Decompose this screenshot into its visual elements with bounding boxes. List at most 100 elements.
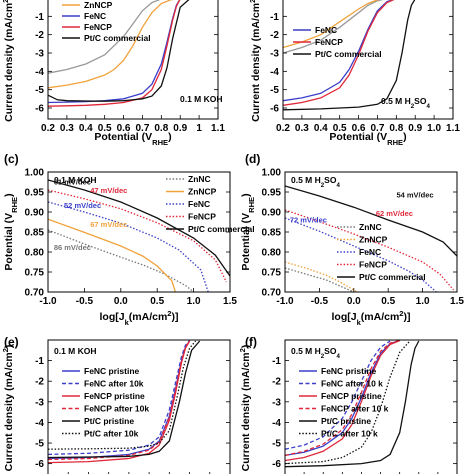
legend-entry: FeNC pristine (84, 366, 140, 376)
legend-entry: ZnNCP (359, 235, 388, 245)
electrolyte-label-part: SO (324, 175, 337, 185)
x-tick-label: 0.8 (154, 123, 168, 134)
legend-entry: FeNC after 10k (84, 379, 144, 389)
chart-panel-5: -6 -5 -4 -3 -2 -1 Current density (mA/cm2)(e) 0… (1, 335, 231, 474)
x-tick-label: 1.1 (211, 123, 225, 134)
electrolyte-label: 0.1 M KOH (180, 94, 223, 104)
series-line-4 (48, 189, 227, 283)
electrolyte-label-part: 4 (336, 353, 340, 360)
legend-entry: FeNCP after 10k (84, 404, 149, 414)
y-axis-label: Current density (mA/cm2) (1, 345, 16, 472)
x-tick-label: 0.0 (347, 296, 361, 307)
legend-entry: ZnNCP (84, 0, 113, 10)
slope-annotation: 62 mV/dec (376, 209, 413, 218)
electrolyte-label-part: SO (324, 346, 337, 356)
y-axis-label-part: Current density (mA/cm (3, 3, 15, 122)
slope-annotation: 86 mV/dec (54, 243, 91, 252)
x-tick-label: -1.0 (39, 296, 57, 307)
slope-annotation: 54 mV/dec (396, 191, 433, 200)
y-tick-label: -1 (270, 12, 279, 23)
y-axis-label-part: ) (240, 345, 252, 349)
x-tick-label: 0.9 (408, 123, 422, 134)
y-tick-label: -5 (35, 439, 44, 450)
legend-entry: FeNCP pristine (321, 391, 382, 401)
x-axis-label-part: Potential (V (329, 131, 387, 143)
x-tick-label: 1 (196, 123, 202, 134)
y-tick-label: -3 (270, 49, 279, 60)
series-line-1 (48, 229, 195, 292)
y-axis-label: Current density (mA/cm2) (248, 0, 263, 122)
series-group (48, 0, 190, 107)
series-line-5 (48, 179, 230, 277)
legend-entry: FeNC pristine (321, 366, 377, 376)
legend-entry: FeNC after 10 k (321, 379, 383, 389)
y-axis-label-part: 2 (1, 348, 10, 352)
legend-entry: Pt/C commercial (315, 49, 382, 59)
x-tick-label: 0.8 (389, 123, 403, 134)
slope-annotation: 72 mV/dec (290, 215, 327, 224)
y-tick-label: -2 (35, 377, 44, 388)
legend-entry: FeNCP pristine (84, 391, 145, 401)
x-axis-label-part: ) (168, 131, 172, 143)
electrolyte-label-part: 2 (321, 182, 325, 189)
legend-entry: Pt/C pristine (321, 416, 371, 426)
legend: FeNC FeNCP Pt/C commercial (293, 25, 382, 59)
series-line-5 (283, 0, 381, 49)
x-axis-label-part: 2 (167, 309, 171, 318)
y-axis-label-part: ) (3, 193, 15, 197)
legend: FeNC pristine FeNC after 10 k FeNCP pristi… (299, 366, 389, 439)
x-tick-label: 0.0 (114, 296, 128, 307)
x-tick-label: 0.3 (60, 123, 74, 134)
x-tick-label: 1.5 (223, 296, 237, 307)
y-axis-label-part: Current density (mA/cm (3, 352, 15, 471)
electrolyte-label-part: 4 (336, 182, 340, 189)
legend-entry: Pt/C commercial (359, 272, 426, 282)
legend-entry: ZnNC (188, 174, 211, 184)
y-tick-label: -6 (270, 104, 279, 115)
y-tick-label: -2 (270, 30, 279, 41)
x-axis-label-part: log[J (99, 311, 124, 323)
y-tick-label: -3 (35, 397, 44, 408)
y-tick-label: -5 (272, 439, 281, 450)
x-tick-label: 1.0 (187, 296, 201, 307)
electrolyte-label: 0.1 M KOH (54, 346, 97, 356)
y-tick-label: 0.80 (25, 248, 45, 259)
panel-label: (d) (245, 152, 260, 166)
series-line-6 (285, 341, 410, 465)
electrolyte-label-part: 2 (411, 103, 415, 110)
y-axis-label: Current density (mA/cm2) (1, 0, 16, 122)
y-tick-label: -3 (35, 49, 44, 60)
x-axis-label: log[Jk(mA/cm2)] (331, 309, 410, 327)
series-line-4 (285, 340, 400, 457)
legend-entry: FeNCP (188, 212, 216, 222)
y-axis-label-part: Potential (V (240, 213, 252, 271)
chart-panel-2: -6 -5 -4 -3 -2 -1 0.2 0.3 0.4 0.5 0.6 0.7 0.8 0.9 1.0 1… (248, 0, 460, 147)
x-axis-label: Potential (VRHE) (94, 131, 171, 147)
electrolyte-label-part: 0.1 M KOH (180, 94, 223, 104)
series-line-1 (283, 0, 394, 102)
y-tick-label: -1 (272, 356, 281, 367)
x-axis-label-part: RHE (152, 138, 168, 147)
series-line-4 (283, 0, 384, 54)
series-line-2 (285, 340, 391, 450)
x-axis-label-part: ) (403, 131, 407, 143)
x-axis-label: log[Jk(mA/cm2)] (99, 309, 178, 327)
x-tick-label: 0.6 (117, 123, 131, 134)
x-tick-label: 0.5 (150, 296, 164, 307)
electrolyte-label: 0.5 M H2SO4 (291, 175, 340, 189)
series-line-1 (285, 267, 355, 292)
legend-entry: FeNCP (359, 260, 387, 270)
series-line-3 (285, 340, 400, 462)
y-tick-label: -6 (35, 459, 44, 470)
electrolyte-label: 0.5 M H2SO4 (291, 346, 340, 360)
series-line-6 (48, 340, 197, 450)
legend-entry: Pt/C after 10k (84, 429, 139, 439)
panel-label: (c) (4, 152, 19, 166)
series-line-4 (285, 209, 455, 291)
x-axis-label: Potential (VRHE) (329, 131, 406, 147)
x-axis-label-part: k (125, 318, 130, 327)
series-line-2 (48, 218, 177, 292)
y-tick-label: 0.90 (262, 208, 282, 219)
